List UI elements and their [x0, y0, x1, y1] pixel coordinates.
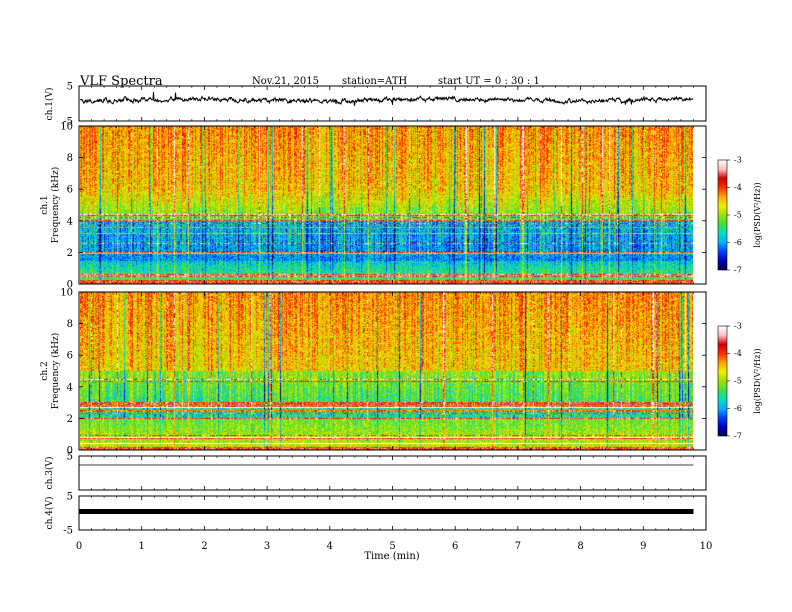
x-tick-label: 6 [452, 541, 458, 552]
x-tick-label: 2 [201, 541, 207, 552]
colorbar-tick-label: -4 [734, 349, 742, 358]
y-tick-label: 8 [67, 319, 73, 330]
x-tick-label: 4 [327, 541, 333, 552]
y-tick-label: 4 [67, 382, 73, 393]
y-tick-label: 6 [67, 185, 73, 196]
y-tick-label: 0 [67, 446, 73, 457]
y-tick-label: -5 [63, 117, 73, 128]
y-tick-label: 5 [67, 492, 73, 503]
x-axis-label: Time (min) [364, 551, 419, 562]
colorbar-tick-label: -7 [734, 266, 742, 275]
ch1-waveform-trace [79, 91, 694, 106]
colorbar-tick-label: -6 [734, 404, 742, 413]
ch1-spectrogram-image [80, 126, 693, 284]
colorbar-tick-label: -6 [734, 238, 742, 247]
colorbar-tick-label: -5 [734, 211, 742, 220]
ch3-waveform-frame [78, 455, 707, 491]
ch1-waveform-ylabel: ch.1(V) [44, 88, 55, 121]
y-tick-label: -5 [63, 526, 73, 537]
x-tick-label: 7 [515, 541, 521, 552]
ch4-waveform-ylabel: ch.4(V) [44, 497, 55, 530]
y-tick-label: 8 [67, 153, 73, 164]
x-tick-label: 9 [640, 541, 646, 552]
ch2-colorbar [717, 325, 728, 437]
y-tick-label: 5 [67, 452, 73, 463]
y-tick-label: 10 [60, 288, 73, 299]
ch1-spectrogram-ylabel: ch.1Frequency (kHz) [40, 167, 61, 244]
colorbar-tick-label: -3 [734, 156, 742, 165]
start-time-label: start UT = 0 : 30 : 1 [438, 76, 540, 87]
colorbar-label: log(PSD(V²/Hz)) [753, 182, 762, 247]
x-tick-label: 8 [577, 541, 583, 552]
colorbar-tick-label: -5 [734, 377, 742, 386]
station-label: station=ATH [342, 76, 408, 87]
y-tick-label: 0 [67, 280, 73, 291]
colorbar-tick-label: -4 [734, 183, 742, 192]
y-tick-label: 6 [67, 351, 73, 362]
ch3-waveform-ylabel: ch.3(V) [44, 457, 55, 490]
x-tick-label: 0 [76, 541, 82, 552]
date-label: Nov.21, 2015 [252, 76, 319, 87]
ch2-spectrogram-image [80, 292, 693, 450]
ch2-spectrogram-panel [78, 291, 707, 451]
x-tick-label: 1 [139, 541, 145, 552]
ch1-colorbar-gradient [718, 160, 727, 270]
y-tick-label: 4 [67, 216, 73, 227]
ch1-spectrogram-panel [78, 125, 707, 285]
y-tick-label: 2 [67, 248, 73, 259]
figure-title: VLF Spectra [79, 74, 163, 89]
colorbar-label: log(PSD(V²/Hz)) [753, 348, 762, 413]
y-tick-label: 5 [67, 82, 73, 93]
x-tick-label: 10 [700, 541, 713, 552]
y-tick-label: 2 [67, 414, 73, 425]
colorbar-tick-label: -7 [734, 432, 742, 441]
colorbar-tick-label: -3 [734, 322, 742, 331]
waveform-line [79, 509, 694, 514]
waveform-line [79, 91, 694, 106]
x-tick-label: 5 [389, 541, 395, 552]
ch4-waveform-trace [79, 509, 694, 514]
ch2-spectrogram-ylabel: ch.2Frequency (kHz) [40, 333, 61, 410]
y-tick-label: 10 [60, 122, 73, 133]
x-tick-label: 3 [264, 541, 270, 552]
ch1-colorbar [717, 159, 728, 271]
ch2-colorbar-gradient [718, 326, 727, 436]
